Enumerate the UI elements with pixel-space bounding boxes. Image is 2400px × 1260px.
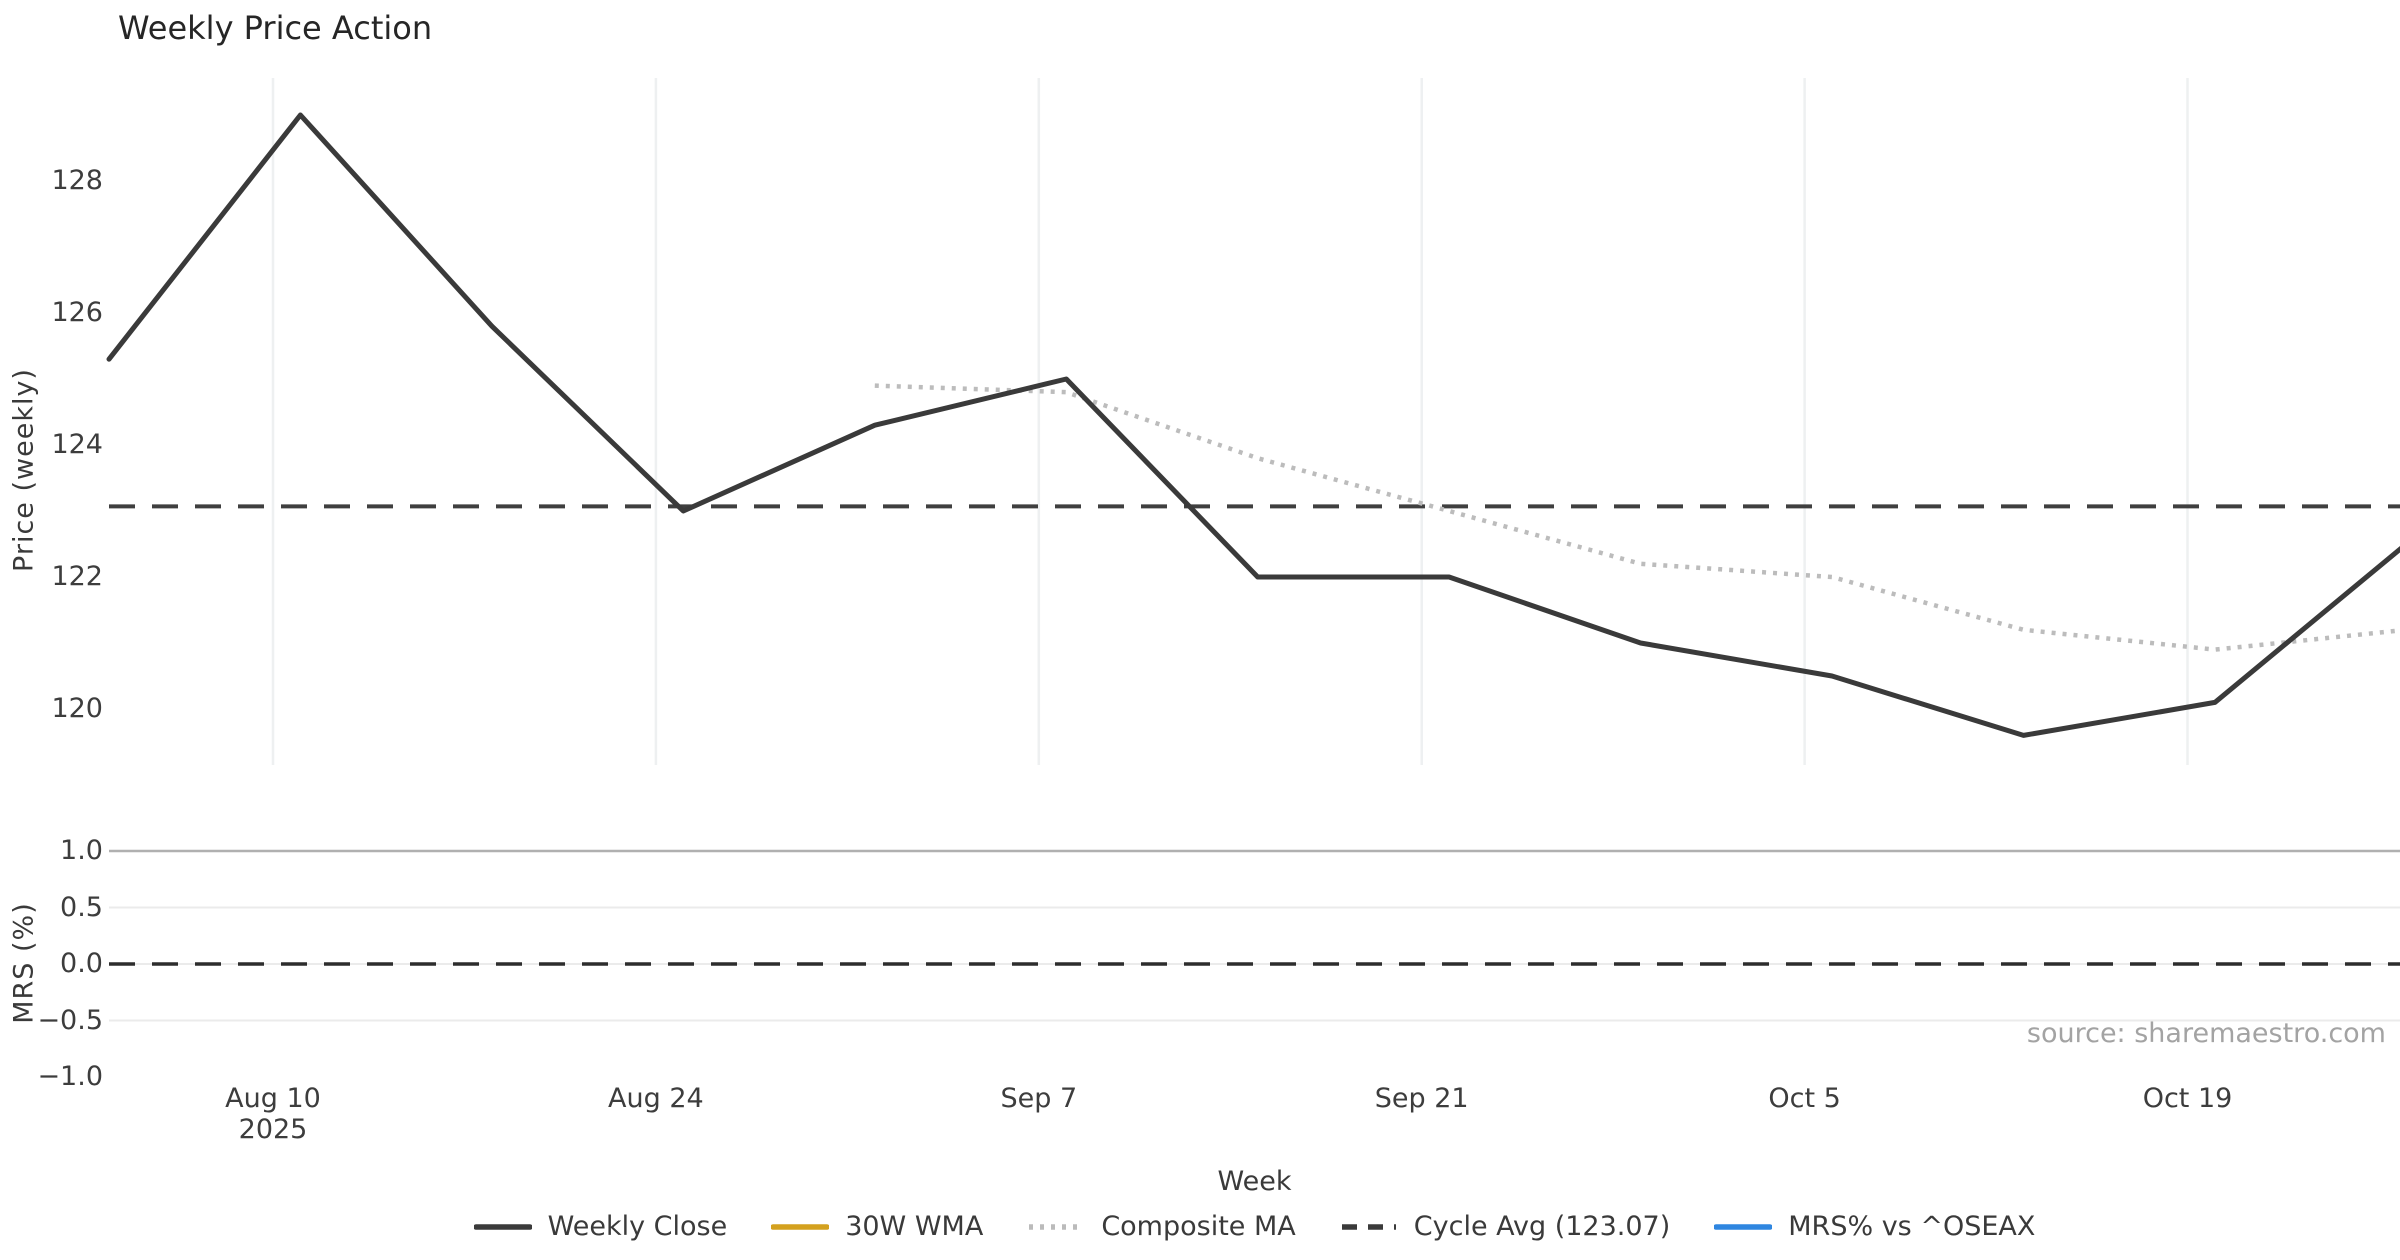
mrs-ytick: 1.0: [60, 835, 103, 866]
legend-label: Cycle Avg (123.07): [1413, 1211, 1671, 1242]
xtick-label: Oct 5: [1768, 1083, 1841, 1114]
legend-item: MRS% vs ^OSEAX: [1714, 1211, 2035, 1242]
xtick-year-label: 2025: [238, 1114, 308, 1145]
mrs-ytick: −1.0: [37, 1061, 103, 1092]
legend-label: Composite MA: [1101, 1211, 1296, 1242]
legend-swatch-solid-icon: [473, 1223, 532, 1230]
xtick-label: Sep 21: [1374, 1083, 1469, 1114]
price-ytick: 124: [51, 429, 103, 460]
page-title: Weekly Price Action: [118, 9, 433, 47]
legend-label: 30W WMA: [845, 1211, 984, 1242]
price-ytick: 126: [51, 297, 103, 328]
mrs-ytick: −0.5: [37, 1004, 103, 1036]
xtick-label: Sep 7: [1000, 1083, 1078, 1114]
legend-label: Weekly Close: [547, 1211, 728, 1242]
legend-label: MRS% vs ^OSEAX: [1788, 1211, 2036, 1242]
price-axis-label: Price (weekly): [8, 368, 40, 572]
composite-ma-line: [874, 383, 2400, 652]
xtick-label: Aug 10: [225, 1083, 321, 1114]
x-axis-label: Week: [1217, 1166, 1292, 1197]
legend-item: Cycle Avg (123.07): [1340, 1211, 1671, 1242]
price-ytick: 120: [51, 693, 103, 724]
mrs-ytick: 0.0: [60, 948, 103, 979]
legend-swatch-solid-icon: [771, 1223, 830, 1230]
legend-swatch-dashed-icon: [1341, 1223, 1396, 1230]
legend-item: Composite MA: [1027, 1211, 1296, 1242]
source-credit: source: sharemaestro.com: [2026, 1018, 2386, 1049]
price-ytick: 122: [51, 561, 103, 592]
legend-swatch-solid-icon: [1714, 1223, 1773, 1230]
legend-swatch-dotted-icon: [1029, 1223, 1084, 1230]
legend-item: 30W WMA: [771, 1211, 983, 1242]
mrs-ytick: 0.5: [60, 891, 103, 923]
legend: Weekly Close 30W WMA Composite MA Cycle Avg…: [109, 1211, 2400, 1242]
price-ytick: 128: [51, 165, 103, 196]
xtick-label: Aug 24: [608, 1083, 704, 1114]
legend-item: Weekly Close: [473, 1211, 728, 1242]
weekly-close-line: [106, 112, 2400, 738]
xtick-label: Oct 19: [2142, 1083, 2233, 1114]
